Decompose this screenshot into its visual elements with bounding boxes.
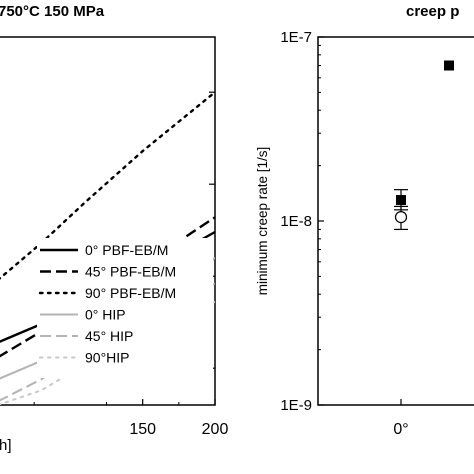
- data-point-circle: [394, 211, 408, 224]
- right-x-tick-labels: 0°: [393, 421, 408, 438]
- legend-background: [37, 238, 213, 378]
- data-point-square: [444, 60, 454, 71]
- right-panel: creep p minimum creep rate [1/s] 1E-91E-…: [255, 3, 474, 438]
- legend-label: 0° PBF-EB/M: [85, 242, 168, 258]
- left-x-tick-label: 200: [202, 421, 229, 438]
- legend-label: 0° HIP: [85, 307, 126, 323]
- left-x-tick-labels: 150 200: [129, 421, 228, 438]
- right-y-axis-label: minimum creep rate [1/s]: [255, 147, 270, 296]
- data-point-square: [396, 195, 406, 206]
- legend-item: 90° PBF-EB/M: [38, 285, 176, 301]
- series-line-3: [0, 90, 215, 280]
- left-x-axis-label: h]: [0, 437, 12, 454]
- legend-item: 0° PBF-EB/M: [40, 242, 168, 258]
- right-x-tick-label: 0°: [393, 421, 408, 438]
- legend-item: 0° HIP: [40, 307, 126, 323]
- right-data-points: [394, 60, 454, 231]
- legend: 0° PBF-EB/M 45° PBF-EB/M 90° PBF-EB/M 0° HI…: [37, 238, 213, 378]
- legend-label: 45° HIP: [85, 328, 133, 344]
- legend-label: 45° PBF-EB/M: [85, 264, 176, 280]
- right-y-tick-label: 1E-7: [280, 29, 312, 46]
- legend-item: 90°HIP: [39, 350, 130, 366]
- left-x-tick-label: 150: [129, 421, 156, 438]
- right-chart-title: creep p: [406, 3, 459, 20]
- legend-item: 45° PBF-EB/M: [40, 264, 176, 280]
- right-ticks: [318, 36, 402, 406]
- legend-label: 90° PBF-EB/M: [85, 285, 176, 301]
- right-plot-frame: [317, 36, 474, 406]
- legend-item: 45° HIP: [40, 328, 133, 344]
- legend-label: 90°HIP: [85, 350, 130, 366]
- right-y-tick-label: 1E-9: [280, 397, 312, 414]
- right-y-tick-label: 1E-8: [280, 213, 312, 230]
- left-panel: 750°C 150 MPa 0° PBF-EB/M 45° PBF-EB/M 90°…: [0, 3, 228, 454]
- right-y-tick-labels: 1E-9 1E-8 1E-7: [280, 29, 312, 414]
- left-chart-title: 750°C 150 MPa: [0, 3, 105, 20]
